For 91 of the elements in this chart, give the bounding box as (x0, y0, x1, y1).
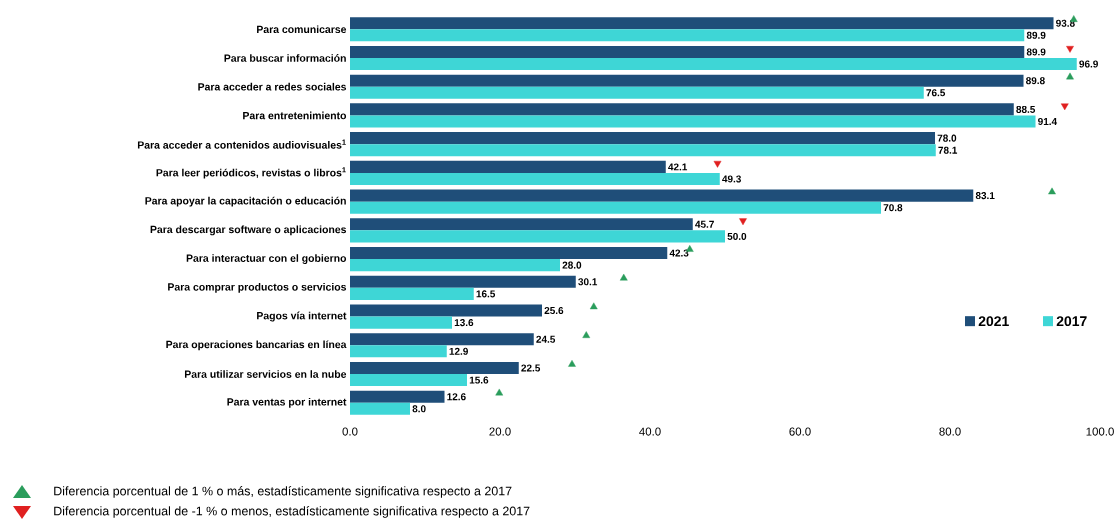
y-tick-label: Para interactuar con el gobierno (186, 254, 347, 264)
data-label: 93.8 (1056, 19, 1075, 27)
data-label: 30.1 (578, 278, 598, 286)
y-tick-label: Para buscar información (224, 54, 346, 62)
x-tick-label: 0.0 (342, 427, 358, 436)
y-tick-label: Para utilizar servicios en la nube (184, 370, 347, 378)
bar (350, 345, 447, 358)
bar (350, 115, 1036, 128)
data-label: 49.3 (722, 175, 741, 183)
point (589, 302, 598, 310)
data-label: 42.1 (668, 163, 688, 171)
data-label: 15.6 (469, 376, 489, 384)
data-label: 70.8 (883, 204, 903, 212)
point (1066, 46, 1074, 53)
y-tick-label: Para operaciones bancarias en línea (166, 340, 347, 351)
data-label: 78.1 (938, 146, 958, 154)
data-label: 89.9 (1026, 48, 1046, 56)
x-tick-label: 20.0 (489, 427, 511, 436)
bar (350, 218, 693, 231)
data-label: 13.6 (454, 319, 474, 327)
bar (350, 304, 542, 317)
data-label: 78.0 (937, 134, 957, 142)
data-label: 22.5 (521, 364, 541, 372)
point (739, 218, 747, 226)
bar (350, 230, 726, 243)
bar (350, 333, 534, 346)
bar (350, 29, 1025, 42)
y-tick-label: Para acceder a redes sociales (198, 82, 347, 91)
x-tick-label: 80.0 (939, 427, 961, 436)
point (568, 359, 576, 367)
bar (350, 103, 1014, 116)
bar (350, 361, 519, 375)
bar (350, 144, 936, 157)
bar (350, 374, 467, 387)
data-label: 88.5 (1016, 105, 1036, 113)
data-label: 12.6 (447, 393, 466, 401)
bar (350, 189, 974, 202)
point (713, 160, 722, 168)
y-tick-label: Para comunicarse (257, 25, 347, 34)
point (619, 273, 628, 281)
legend-label: 2017 (1056, 316, 1087, 327)
data-label: 28.0 (562, 261, 582, 269)
y-tick-label: Para apoyar la capacitación o educación (145, 196, 346, 207)
y-tick-label: Para acceder a contenidos audiovisuales$^{1}$ (137, 139, 346, 149)
bar (350, 390, 445, 403)
data-label: 24.5 (536, 335, 556, 343)
x-tick-label: 40.0 (639, 427, 661, 436)
data-label: 16.5 (476, 290, 496, 298)
bar (350, 259, 560, 272)
data-label: 89.9 (1026, 31, 1046, 39)
legend-label: Diferencia porcentual de -1 % o menos, estadísticamente significativa respecto a 2017 (54, 506, 530, 518)
bar (350, 86, 924, 99)
data-label: 83.1 (975, 192, 995, 200)
y-tick-label: Pagos vía internet (257, 311, 347, 322)
data-label: 12.9 (449, 347, 468, 355)
data-label: 42.3 (669, 249, 689, 257)
bar (350, 57, 1077, 71)
bar (350, 275, 576, 288)
point (1060, 103, 1069, 111)
legend-label: Diferencia porcentual de 1 % o más, estadísticamente significativa respecto a 2017 (54, 486, 512, 498)
point (1066, 72, 1074, 80)
bar (350, 17, 1054, 30)
data-label: 50.0 (727, 232, 747, 240)
data-label: 96.9 (1079, 60, 1098, 68)
point (1048, 187, 1056, 195)
y-tick-label: Para descargar software o aplicaciones (150, 225, 347, 236)
bar (350, 287, 474, 300)
y-tick-label: Para entretenimiento (243, 111, 347, 120)
y-tick-label: Para ventas por internet (227, 397, 347, 408)
x-tick-label: 60.0 (789, 427, 811, 436)
y-tick-label: Para comprar productos o servicios (168, 282, 347, 293)
data-label: 45.7 (695, 220, 714, 228)
data-label: 76.5 (926, 89, 946, 97)
bar (350, 74, 1024, 87)
bar (350, 316, 452, 329)
bar (350, 402, 410, 415)
data-label: 8.0 (412, 405, 426, 413)
data-label: 25.6 (544, 307, 564, 315)
bar (350, 172, 720, 185)
bar (350, 132, 936, 145)
y-tick-label: Para leer periódicos, revistas o libros$^{1}$ (156, 167, 346, 179)
data-label: 89.8 (1026, 77, 1045, 85)
bar (350, 160, 666, 173)
bar (350, 201, 882, 214)
bar (350, 247, 668, 260)
point (582, 331, 591, 338)
x-tick-label: 100.0 (1086, 427, 1114, 436)
data-label: 91.4 (1038, 117, 1058, 125)
point (495, 388, 504, 396)
bar (350, 45, 1025, 58)
legend-label: 2021 (978, 316, 1009, 327)
